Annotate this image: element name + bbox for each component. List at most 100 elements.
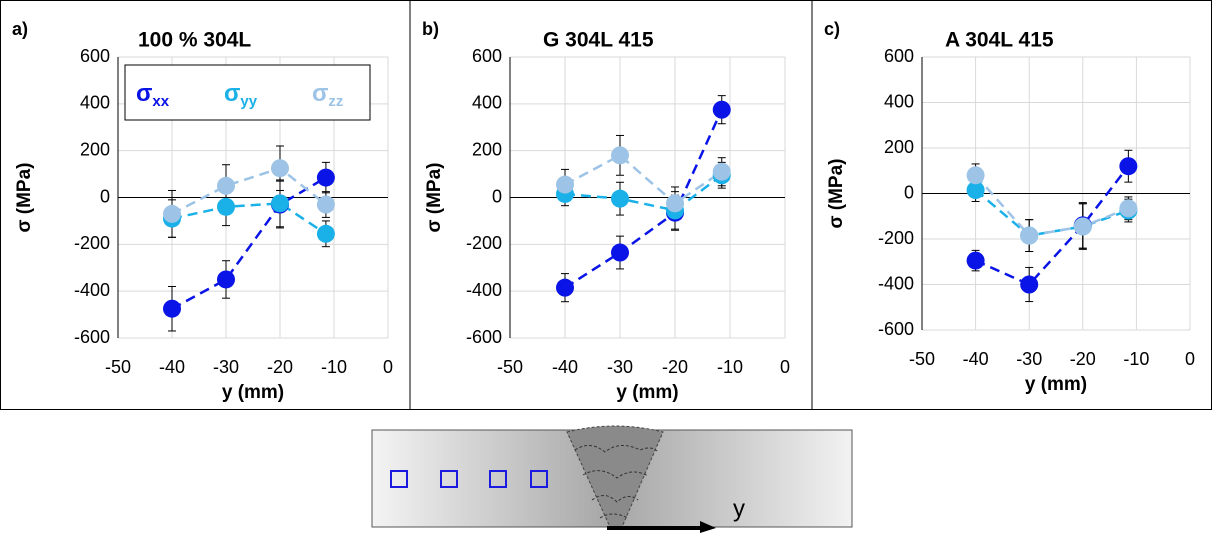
- y-tick-label: -200: [74, 233, 110, 253]
- legend-entry: σzz: [312, 80, 343, 110]
- x-tick-label: -40: [963, 349, 989, 369]
- x-tick-label: 0: [383, 357, 393, 377]
- y-axis-title: σ (MPa): [826, 159, 847, 229]
- data-point: [271, 159, 289, 178]
- data-point: [1119, 157, 1138, 176]
- y-tick-label: 400: [884, 91, 914, 111]
- y-tick-label: -400: [466, 280, 502, 300]
- series-line: [171, 202, 327, 235]
- data-point: [1020, 275, 1039, 294]
- x-axis-title: y (mm): [1025, 374, 1087, 395]
- data-point: [966, 181, 985, 200]
- y-tick-label: 200: [80, 139, 110, 159]
- y-tick-label: 200: [884, 137, 914, 157]
- panel: -600 -400 -200 0 200 400 600 -50 -40 -30 -20 -10 0 y …: [12, 19, 393, 403]
- data-point: [1020, 226, 1039, 245]
- y-tick-label: -400: [878, 273, 914, 293]
- data-point: [217, 197, 235, 216]
- legend-symbol: σ: [136, 80, 152, 107]
- x-tick-label: -30: [1016, 349, 1042, 369]
- series-line: [564, 153, 723, 205]
- arrow-head: [700, 521, 716, 533]
- measure-point: [440, 470, 458, 488]
- legend-entry: σyy: [224, 80, 258, 110]
- data-point: [217, 176, 235, 195]
- y-tick-label: 600: [472, 46, 502, 66]
- panel: -600 -400 -200 0 200 400 600 -50 -40 -30 -20 -10 0 y …: [422, 19, 790, 403]
- data-point: [1119, 199, 1138, 218]
- measure-point: [530, 470, 548, 488]
- data-point: [966, 251, 985, 270]
- data-point: [316, 168, 335, 187]
- y-tick-label: 400: [472, 93, 502, 113]
- panel-label: b): [422, 19, 439, 39]
- x-axis-title: y (mm): [222, 382, 284, 403]
- x-tick-label: -10: [321, 357, 347, 377]
- x-tick-label: -20: [267, 357, 293, 377]
- measure-point: [390, 470, 408, 488]
- series-line: [171, 166, 327, 216]
- data-point: [666, 194, 684, 213]
- panel-label: a): [12, 19, 28, 39]
- y-tick-label: -600: [74, 327, 110, 347]
- data-point: [217, 270, 235, 289]
- legend-subscript: yy: [240, 93, 257, 110]
- legend-symbol: σ: [224, 80, 240, 107]
- x-tick-label: -50: [497, 357, 523, 377]
- series-line: [975, 165, 1130, 287]
- panel-label: c): [824, 19, 840, 39]
- y-tick-label: 600: [884, 46, 914, 66]
- y-axis-title: σ (MPa): [14, 163, 35, 233]
- y-tick-label: 0: [492, 186, 502, 206]
- chart-title: A 304L 415: [945, 29, 1054, 52]
- legend-subscript: xx: [152, 93, 169, 110]
- legend-entry: σxx: [136, 80, 170, 110]
- y-tick-label: 0: [904, 182, 914, 202]
- series-line: [974, 174, 1129, 237]
- data-point: [316, 195, 335, 214]
- data-point: [611, 189, 629, 208]
- x-tick-label: -40: [552, 357, 578, 377]
- series-line: [974, 189, 1129, 237]
- measure-point: [489, 470, 507, 488]
- weld-bead: [566, 425, 664, 528]
- y-tick-label: -600: [878, 319, 914, 339]
- y-tick-label: 400: [80, 93, 110, 113]
- data-point: [611, 243, 629, 262]
- x-tick-label: -50: [105, 357, 131, 377]
- series-line: [564, 109, 723, 289]
- y-arrow-label: y: [733, 495, 745, 522]
- y-tick-label: -200: [466, 233, 502, 253]
- x-tick-label: 0: [1185, 349, 1195, 369]
- chart-title: G 304L 415: [543, 29, 654, 52]
- data-point: [1073, 217, 1092, 236]
- x-tick-label: 0: [780, 357, 790, 377]
- y-tick-label: -200: [878, 228, 914, 248]
- y-tick-label: 0: [100, 186, 110, 206]
- y-axis-title: σ (MPa): [424, 163, 445, 233]
- x-tick-label: -10: [717, 357, 743, 377]
- x-tick-label: -40: [159, 357, 185, 377]
- x-tick-label: -20: [1070, 349, 1096, 369]
- data-point: [712, 162, 731, 181]
- y-tick-label: 200: [472, 139, 502, 159]
- data-point: [556, 175, 574, 194]
- y-tick-label: 600: [80, 46, 110, 66]
- x-tick-label: -20: [662, 357, 688, 377]
- y-tick-label: -400: [74, 280, 110, 300]
- x-axis-title: y (mm): [616, 382, 678, 403]
- data-point: [556, 278, 574, 297]
- data-point: [966, 166, 985, 185]
- series-line: [564, 174, 723, 212]
- chart-title: 100 % 304L: [138, 29, 251, 52]
- x-tick-label: -10: [1123, 349, 1149, 369]
- data-point: [611, 146, 629, 165]
- series-line: [171, 176, 327, 310]
- panel: -600 -400 -200 0 200 400 600 -50 -40 -30 -20 -10 0 y …: [824, 19, 1195, 395]
- x-tick-label: -50: [909, 349, 935, 369]
- data-point: [163, 299, 181, 318]
- legend-box: [124, 64, 371, 121]
- y-tick-label: -600: [466, 327, 502, 347]
- x-tick-label: -30: [213, 357, 239, 377]
